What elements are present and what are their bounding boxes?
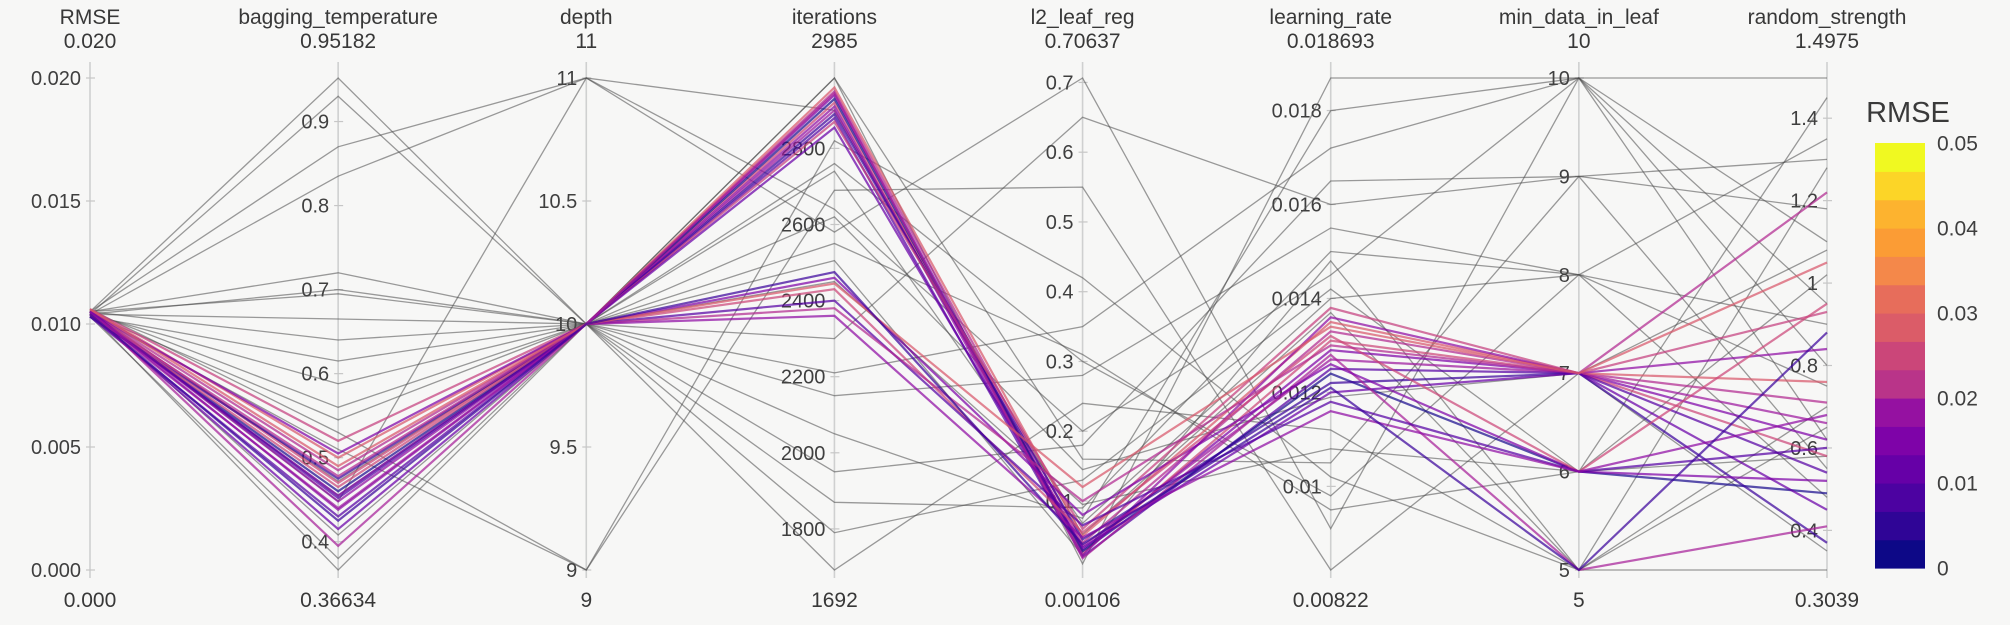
- axis-max-label: 0.020: [64, 30, 117, 53]
- colorbar-band: [1875, 313, 1925, 342]
- axis-min-label: 0.000: [64, 589, 117, 612]
- trial-lines-layer: [89, 76, 1828, 572]
- colorbar-tick-label: 0.02: [1937, 387, 1978, 410]
- trial-line: [89, 313, 1828, 571]
- trial-line: [89, 125, 1828, 550]
- axis-title-bagging_temperature: bagging_temperature: [238, 6, 438, 29]
- trial-line: [89, 299, 1828, 527]
- colorbar-title: RMSE: [1866, 97, 1950, 129]
- tick-label: 0.010: [31, 314, 81, 336]
- colorbar-tick-label: 0.04: [1937, 217, 1978, 240]
- colorbar-tick-label: 0.03: [1937, 302, 1978, 325]
- colorbar-band: [1875, 171, 1925, 201]
- axis-max-label: 1.4975: [1795, 30, 1859, 53]
- trial-line: [89, 310, 1828, 539]
- tick-label: 0.9: [301, 112, 329, 134]
- axis-min-label: 9: [580, 589, 592, 612]
- colorbar-band: [1875, 511, 1925, 541]
- trial-line: [89, 175, 1828, 473]
- colorbar-tick-label: 0: [1937, 557, 1949, 580]
- tick-label: 0.018: [1272, 101, 1322, 123]
- colorbar-band: [1875, 341, 1925, 371]
- tick-label: 0.3: [1046, 351, 1074, 373]
- colorbar-band: [1875, 284, 1925, 314]
- trial-line: [89, 91, 1828, 572]
- trial-line: [89, 77, 1828, 374]
- colorbar-band: [1875, 369, 1925, 399]
- colorbar-band: [1875, 539, 1925, 569]
- trial-line: [89, 276, 1828, 517]
- axis-max-label: 2985: [811, 30, 858, 53]
- trial-line: [89, 274, 1828, 534]
- trial-line: [89, 77, 1828, 520]
- trial-line: [89, 104, 1828, 558]
- tick-label: 9.5: [549, 437, 577, 459]
- tick-label: 0.005: [31, 437, 81, 459]
- colorbar-band: [1875, 228, 1925, 257]
- tick-label: 0.8: [301, 196, 329, 218]
- colorbar-band: [1875, 426, 1925, 456]
- colorbar-band: [1875, 398, 1925, 427]
- colorbar: RMSE 0.05 0.04 0.03 0.02 0.01 0: [1866, 97, 1978, 580]
- trial-line: [89, 250, 1828, 509]
- colorbar-tick-label: 0.05: [1937, 132, 1978, 155]
- axis-min-label: 0.00106: [1045, 589, 1121, 612]
- trial-line: [89, 116, 1828, 470]
- tick-label: 0.020: [31, 68, 81, 90]
- axis-max-label: 10: [1567, 30, 1590, 53]
- tick-label: 0.4: [1046, 282, 1074, 304]
- tick-label: 11: [557, 68, 578, 90]
- colorbar-band: [1875, 143, 1925, 172]
- tick-label: 10.5: [538, 191, 577, 213]
- tick-label: 1: [1807, 273, 1818, 295]
- axis-max-label: 0.018693: [1287, 30, 1375, 53]
- colorbar-band: [1875, 483, 1925, 512]
- colorbar-band: [1875, 256, 1925, 286]
- tick-label: 0.4: [301, 532, 329, 554]
- axis-title-random_strength: random_strength: [1748, 6, 1907, 29]
- trial-line: [89, 76, 1828, 531]
- axis-min-label: 1692: [811, 589, 858, 612]
- trial-line: [89, 95, 1828, 497]
- tick-label: 0.6: [1046, 142, 1074, 164]
- axis-min-label: 0.00822: [1293, 589, 1369, 612]
- axis-min-label: 0.3039: [1795, 589, 1859, 612]
- tick-label: 0.8: [1790, 356, 1818, 378]
- axis-title-l2_leaf_reg: l2_leaf_reg: [1031, 6, 1135, 29]
- trial-line: [89, 97, 1828, 511]
- axis-max-label: 0.70637: [1045, 30, 1121, 53]
- axis-max-label: 11: [575, 30, 597, 53]
- trial-line: [89, 288, 1828, 534]
- axis-title-depth: depth: [560, 6, 613, 29]
- axis-title-learning_rate: learning_rate: [1269, 6, 1392, 29]
- colorbar-band: [1875, 454, 1925, 484]
- tick-label: 0.7: [1046, 72, 1074, 94]
- tick-label: 0.6: [301, 364, 329, 386]
- trial-line: [89, 270, 1828, 572]
- tick-label: 1.4: [1790, 108, 1818, 130]
- tick-label: 5: [1559, 560, 1570, 582]
- tick-label: 0.5: [1046, 212, 1074, 234]
- trial-line: [89, 191, 1828, 503]
- axis-title-min_data_in_leaf: min_data_in_leaf: [1499, 6, 1659, 29]
- trial-line: [89, 170, 1828, 536]
- axis-title-RMSE: RMSE: [60, 6, 121, 29]
- trial-line: [89, 280, 1828, 571]
- colorbar-tick-label: 0.01: [1937, 472, 1978, 495]
- axis-min-label: 0.36634: [300, 589, 376, 612]
- tick-label: 1800: [781, 519, 826, 541]
- axis-max-label: 0.95182: [300, 30, 376, 53]
- tick-label: 0.015: [31, 191, 81, 213]
- trial-line: [89, 76, 1828, 464]
- axis-min-label: 5: [1573, 589, 1585, 612]
- trial-line: [89, 261, 1828, 489]
- axis-title-iterations: iterations: [792, 6, 877, 29]
- tick-label: 0.000: [31, 560, 81, 582]
- colorbar-band: [1875, 199, 1925, 229]
- tick-label: 2600: [781, 214, 826, 236]
